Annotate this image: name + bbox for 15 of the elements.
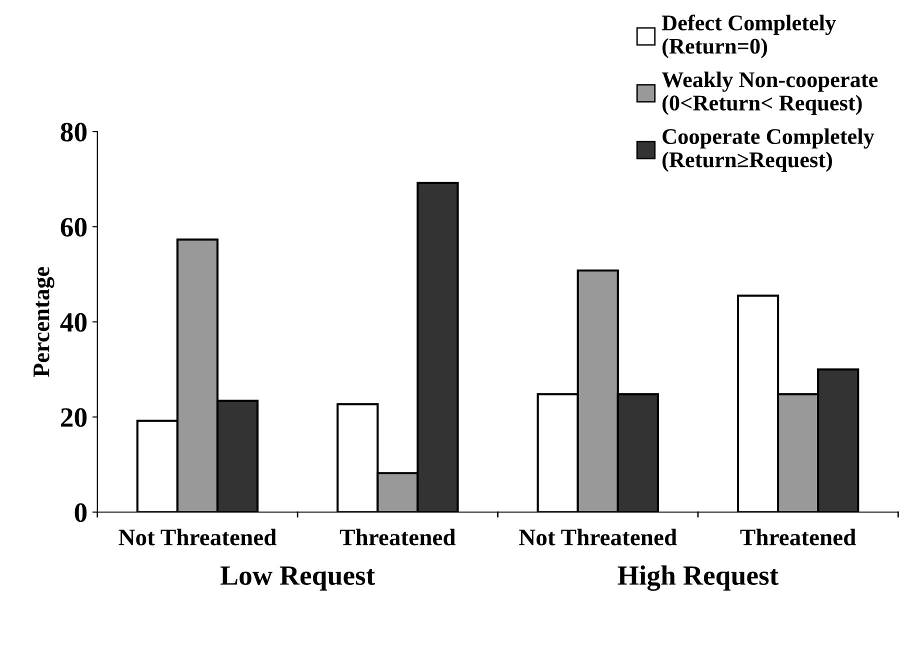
text: High Request xyxy=(618,565,778,591)
legend-label: Cooperate Completely (Return≥Request) xyxy=(662,128,874,172)
y-tick-label: 40 xyxy=(60,313,87,332)
y-tick-label: 0 xyxy=(74,503,87,522)
y-tick-label: 20 xyxy=(61,408,87,427)
x-tick-label: Not Threatened xyxy=(519,528,677,546)
text: Low Request xyxy=(220,566,375,591)
legend-label: Weakly Non-cooperate (0<Return< Request) xyxy=(662,72,878,116)
x-tick-label: Threatened xyxy=(740,528,856,546)
x-tick-label: Not Threatened xyxy=(118,528,276,546)
y-tick-label: 60 xyxy=(60,218,87,237)
y-axis-title: Percentage xyxy=(34,266,54,377)
x-tick-label: Threatened xyxy=(340,528,456,546)
y-tick-label: 80 xyxy=(60,122,87,142)
legend-label: Defect Completely (Return=0) xyxy=(662,14,836,58)
